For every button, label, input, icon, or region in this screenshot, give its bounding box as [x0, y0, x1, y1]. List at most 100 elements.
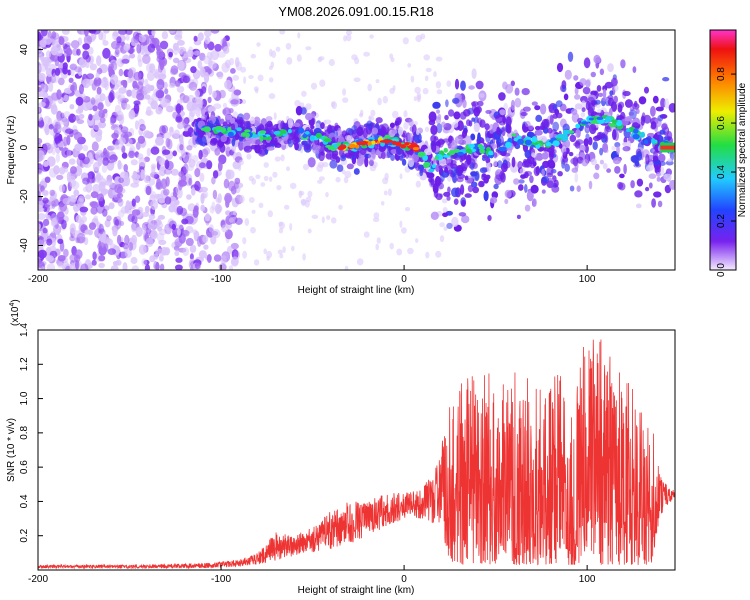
spectrogram-cell	[260, 182, 266, 187]
spectrogram-cell	[380, 151, 386, 160]
spectrogram-cell	[295, 105, 303, 116]
spectrogram-cell	[171, 223, 176, 231]
spectrogram-cell	[274, 156, 281, 162]
spectrogram-cell	[88, 113, 93, 121]
spectrogram-cell	[223, 178, 230, 189]
spectrogram-cell	[452, 173, 457, 184]
spectrogram-cell	[60, 112, 65, 119]
snr-series-line	[38, 339, 675, 570]
spectrogram-cell	[423, 54, 431, 61]
spectrogram-cell	[61, 147, 70, 158]
spectrogram-cell	[244, 218, 250, 226]
spectrogram-cell	[69, 63, 78, 71]
spectrogram-ridge-cell	[302, 133, 308, 139]
spectrogram-cell	[154, 193, 161, 199]
spectrogram-cell	[168, 51, 173, 58]
spectrogram-cell	[162, 149, 171, 155]
spectrogram-cell	[444, 114, 449, 121]
spectrogram-cell	[573, 75, 579, 81]
spectrogram-cell	[272, 171, 278, 178]
spectrogram-cell	[407, 132, 414, 143]
spectrogram-cell	[420, 33, 426, 40]
spectrogram-cell	[278, 221, 284, 227]
spectrogram-cell	[581, 100, 586, 110]
spectrogram-cell	[133, 100, 141, 106]
spectrogram-cell	[40, 266, 45, 270]
spectrogram-cell	[38, 72, 46, 82]
spectrogram-cell	[43, 115, 51, 125]
spectrogram-cell	[221, 224, 229, 233]
spectrogram-cell	[92, 251, 97, 261]
spectrogram-cell	[505, 116, 512, 127]
spectrogram-cell	[569, 134, 577, 143]
spectrogram-cell	[241, 99, 247, 105]
snr-y-tick-label: 1.4	[19, 323, 30, 337]
spectrogram-cell	[399, 220, 403, 228]
spectrogram-cell	[62, 30, 70, 35]
spectrogram-cell	[75, 259, 80, 270]
spectrogram-y-tick-label: -40	[19, 238, 30, 253]
spectrogram-ridge-cell	[227, 131, 234, 138]
spectrogram-ridge-cell	[575, 123, 581, 129]
spectrogram-cell	[667, 158, 673, 163]
spectrogram-cell	[38, 106, 41, 113]
spectrogram-cell	[124, 131, 132, 138]
spectrogram-cell	[132, 170, 138, 179]
spectrogram-cell	[108, 155, 118, 161]
spectrogram-cell	[426, 171, 434, 178]
spectrogram-ridge-cell	[315, 132, 322, 139]
spectrogram-cell	[471, 68, 477, 79]
spectrogram-cell	[144, 205, 150, 214]
spectrogram-cell	[390, 154, 395, 162]
spectrogram-cell	[430, 124, 438, 136]
spectrogram-cell	[606, 168, 611, 173]
snr-x-tick-label: -200	[28, 574, 48, 585]
spectrogram-cell	[471, 117, 476, 122]
spectrogram-ridge-cell	[517, 138, 524, 145]
spectrogram-cell	[111, 144, 120, 150]
spectrogram-cell	[69, 104, 75, 110]
spectrogram-cell	[39, 236, 44, 246]
snr-y-tick-label: 0.6	[19, 460, 30, 474]
spectrogram-ridge-cell	[604, 116, 613, 123]
spectrogram-cell	[433, 136, 439, 141]
spectrogram-cell	[225, 114, 233, 120]
spectrogram-cell	[375, 117, 383, 124]
spectrogram-cell	[541, 189, 546, 194]
spectrogram-cell	[636, 150, 643, 161]
spectrogram-cell	[48, 245, 57, 252]
spectrogram-cell	[38, 86, 42, 92]
spectrogram-cell	[569, 185, 575, 192]
spectrogram-cell	[57, 77, 65, 86]
spectrogram-cell	[460, 80, 466, 91]
spectrogram-cell	[173, 46, 179, 56]
spectrogram-ridge-cell	[252, 134, 260, 138]
spectrogram-cell	[622, 146, 631, 152]
spectrogram-cell	[206, 254, 212, 263]
spectrogram-cell	[46, 255, 54, 262]
spectrogram-cell	[92, 105, 98, 112]
spectrogram-cell	[624, 99, 633, 108]
spectrogram-ridge-cell	[262, 137, 270, 140]
spectrogram-cell	[491, 191, 499, 199]
spectrogram-ridge-cell	[408, 144, 414, 149]
spectrogram-cell	[378, 144, 387, 153]
spectrogram-cell	[59, 165, 66, 175]
spectrogram-cell	[564, 69, 572, 80]
spectrogram-cell	[221, 255, 227, 264]
spectrogram-cell	[396, 248, 403, 256]
spectrogram-cell	[657, 153, 666, 163]
spectrogram-cell	[300, 107, 307, 115]
spectrogram-cell	[522, 106, 531, 112]
spectrogram-cell	[529, 175, 534, 184]
spectrogram-cell	[85, 194, 91, 200]
spectrogram-cell	[78, 113, 85, 119]
spectrogram-cell	[149, 84, 155, 91]
spectrogram-cell	[475, 80, 484, 90]
spectrogram-cell	[599, 68, 605, 76]
spectrogram-cell	[53, 165, 60, 175]
chart-title: YM08.2026.091.00.15.R18	[278, 4, 433, 19]
spectrogram-cell	[552, 121, 560, 132]
spectrogram-cell	[498, 92, 506, 101]
spectrogram-cell	[167, 30, 177, 33]
